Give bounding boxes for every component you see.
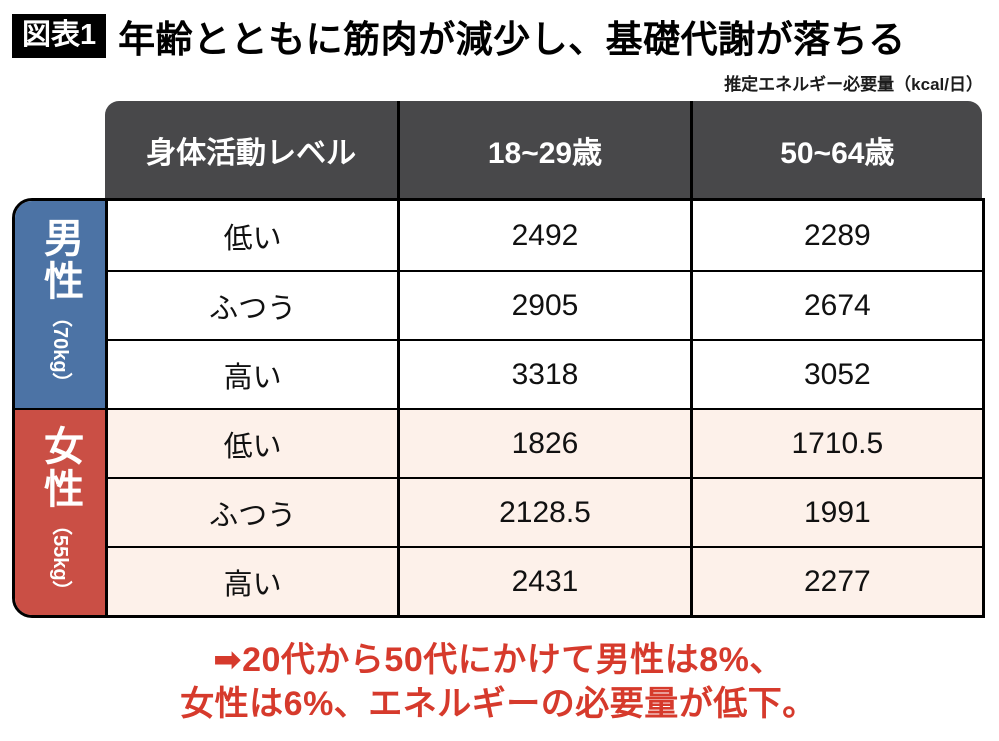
cell-female-low-50-64: 1710.5: [689, 408, 982, 477]
figure-number-badge: 図表1: [12, 14, 107, 58]
summary-note-line-1: ➡20代から50代にかけて男性は8%、: [213, 641, 784, 679]
cell-male-normal-18-29: 2905: [397, 270, 690, 339]
summary-note-line-2: 女性は6%、エネルギーの必要量が低下。: [180, 685, 817, 724]
cell-female-normal-level: ふつう: [105, 477, 398, 546]
unit-note: 推定エネルギー必要量（kcal/日）: [724, 75, 983, 94]
cell-male-high-18-29: 3318: [397, 339, 690, 408]
cell-female-low-level: 低い: [105, 408, 398, 477]
col-header-activity-level: 身体活動レベル: [146, 136, 357, 170]
figure-title: 年齢とともに筋肉が減少し、基礎代謝が落ちる: [118, 19, 906, 60]
cell-female-high-50-64: 2277: [689, 546, 982, 615]
group-label-female: 女性 （55kg）: [15, 408, 105, 615]
group-name-female: 女性: [38, 424, 82, 511]
table-body: 男性 （70kg） 女性 （55kg） 低い 2492 2289 ふつう 290…: [12, 198, 985, 618]
col-header-age-50-64: 50~64歳: [689, 101, 982, 198]
cell-female-normal-50-64: 1991: [689, 477, 982, 546]
col-header-age-18-29: 18~29歳: [397, 101, 689, 198]
group-name-male: 男性: [38, 216, 82, 303]
cell-male-normal-level: ふつう: [105, 270, 398, 339]
group-label-male: 男性 （70kg）: [15, 201, 105, 408]
cell-male-high-level: 高い: [105, 339, 398, 408]
cell-male-high-50-64: 3052: [689, 339, 982, 408]
cell-male-low-18-29: 2492: [397, 201, 690, 270]
cell-male-low-50-64: 2289: [689, 201, 982, 270]
cell-female-high-18-29: 2431: [397, 546, 690, 615]
figure-title-bar: 図表1 年齢とともに筋肉が減少し、基礎代謝が落ちる: [12, 8, 985, 64]
summary-note: ➡20代から50代にかけて男性は8%、 女性は6%、エネルギーの必要量が低下。: [12, 638, 985, 726]
cell-male-low-level: 低い: [105, 201, 398, 270]
cell-male-normal-50-64: 2674: [689, 270, 982, 339]
energy-requirement-table: 身体活動レベル 18~29歳 50~64歳 男性 （70kg） 女性 （55kg…: [12, 101, 985, 618]
cell-female-low-18-29: 1826: [397, 408, 690, 477]
group-weight-female: （55kg）: [49, 514, 71, 601]
cell-female-high-level: 高い: [105, 546, 398, 615]
table-header-row: 身体活動レベル 18~29歳 50~64歳: [105, 101, 982, 198]
group-weight-male: （70kg）: [49, 306, 71, 393]
cell-female-normal-18-29: 2128.5: [397, 477, 690, 546]
